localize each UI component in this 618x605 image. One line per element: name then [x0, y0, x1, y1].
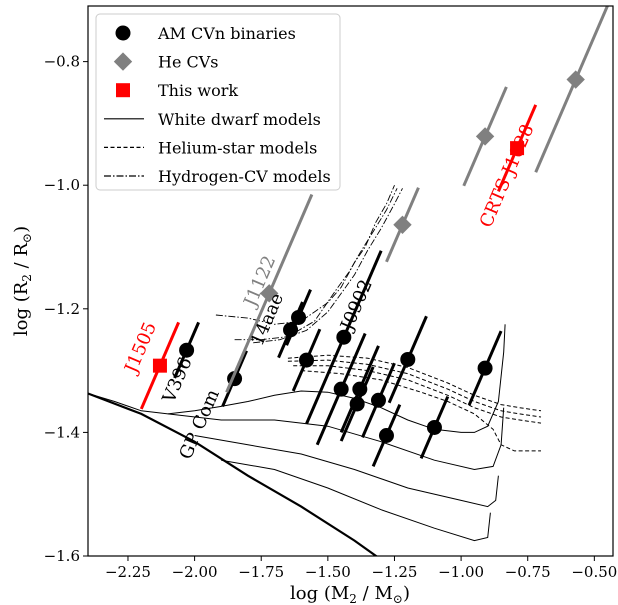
am-cvn-point [336, 329, 352, 345]
helium-star-model-curve [293, 365, 542, 424]
am-cvn-point [477, 360, 493, 376]
white-dwarf-model-curve [88, 392, 378, 556]
hydrogen-cv-model-curve [234, 188, 398, 341]
x-tick-label: −0.50 [571, 563, 617, 581]
he-cv-point [393, 215, 412, 234]
am-cvn-point [115, 25, 131, 41]
am-cvn-point [179, 342, 195, 358]
legend-label: Hydrogen-CV models [158, 167, 331, 186]
white-dwarf-model-curve [194, 435, 499, 508]
am-cvn-point [333, 381, 349, 397]
am-cvn-point [299, 352, 315, 368]
legend-label: AM CVn binaries [157, 24, 296, 43]
helium-star-model-curve [301, 370, 541, 452]
y-tick-label: −1.0 [44, 176, 80, 194]
helium-star-model-curve [287, 354, 542, 412]
x-axis-label: log (M2 / M⊙) [290, 583, 410, 605]
legend-label: White dwarf models [158, 110, 321, 129]
x-tick-label: −2.00 [172, 563, 218, 581]
x-tick-label: −2.25 [105, 563, 151, 581]
axes: −2.25 −2.00 −1.75 −1.50 −1.25 −1.00 −0.75 −0.50… [44, 53, 618, 581]
he-cv-point [260, 284, 279, 303]
y-tick-label: −1.6 [44, 547, 80, 565]
legend: AM CVn binaries He CVs This work White dwar… [95, 13, 341, 191]
legend-label: This work [158, 81, 238, 100]
white-dwarf-model-curve [221, 459, 491, 542]
am-cvn-point [349, 396, 365, 412]
this-work-point [152, 358, 167, 373]
am-cvn-point [400, 351, 416, 367]
am-cvn-point [426, 419, 442, 435]
y-tick-label: −1.2 [44, 300, 80, 318]
point-label: GP Com [175, 386, 224, 462]
y-tick-label: −0.8 [44, 53, 80, 71]
legend-box [95, 13, 341, 191]
x-tick-label: −0.75 [505, 563, 551, 581]
plot-frame [87, 5, 614, 557]
x-tick-label: −1.75 [238, 563, 284, 581]
this-work-point [510, 141, 525, 156]
white-dwarf-model-curve [167, 407, 505, 471]
he-cv-point [475, 127, 495, 146]
x-tick-label: −1.50 [305, 563, 351, 581]
am-cvn-point [370, 392, 386, 408]
legend-label: Helium-star models [158, 138, 317, 157]
am-cvn-point [378, 427, 394, 443]
y-axis-label: log (R2 / R⊙) [11, 226, 34, 336]
he-cv-point [113, 52, 133, 71]
data-points [139, 6, 610, 467]
x-tick-label: −1.25 [371, 563, 417, 581]
hydrogen-cv-model-curve [215, 185, 395, 325]
model-curves [88, 185, 542, 556]
helium-star-model-curve [287, 359, 542, 418]
x-tick-label: −1.00 [438, 563, 484, 581]
legend-label: He CVs [158, 53, 219, 72]
he-cv-point [566, 70, 585, 89]
y-tick-label: −1.4 [44, 423, 80, 441]
am-cvn-point [291, 309, 307, 325]
this-work-point [116, 83, 130, 98]
